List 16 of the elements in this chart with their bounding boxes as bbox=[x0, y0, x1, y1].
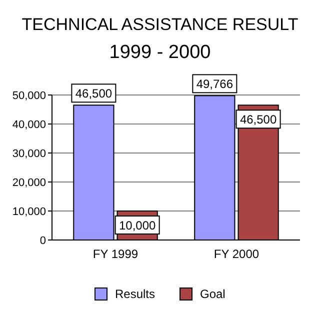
data-label: 46,500 bbox=[240, 112, 277, 127]
data-label: 49,766 bbox=[196, 77, 234, 92]
data-label: 10,000 bbox=[118, 218, 156, 232]
y-tick-label: 10,000 bbox=[12, 206, 46, 218]
y-tick-label: 50,000 bbox=[12, 90, 46, 102]
chart-title: TECHNICAL ASSISTANCE RESULT bbox=[22, 15, 298, 34]
legend-label: Goal bbox=[200, 287, 226, 301]
legend-label: Results bbox=[115, 287, 156, 301]
y-tick-label: 40,000 bbox=[12, 119, 46, 131]
x-tick-label: FY 1999 bbox=[92, 247, 138, 261]
x-tick-label: FY 2000 bbox=[214, 247, 260, 261]
data-label: 46,500 bbox=[75, 86, 112, 101]
y-tick-label: 0 bbox=[40, 235, 46, 247]
y-tick-label: 30,000 bbox=[12, 148, 46, 160]
chart-subtitle: 1999 - 2000 bbox=[109, 42, 211, 63]
y-tick-label: 20,000 bbox=[12, 177, 46, 189]
